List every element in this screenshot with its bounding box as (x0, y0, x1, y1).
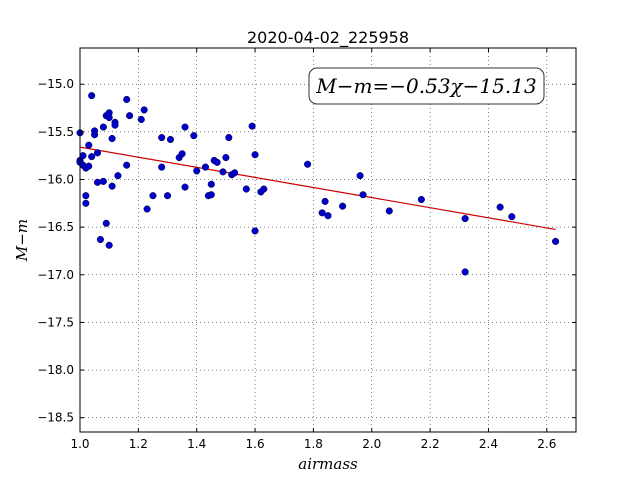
data-point (102, 219, 110, 227)
data-point (111, 121, 119, 129)
data-point (149, 192, 157, 200)
plot-area (80, 48, 576, 432)
plot-frame (79, 47, 577, 433)
data-point (166, 135, 174, 144)
x-tick-label: 2.4 (479, 437, 498, 451)
y-tick-label: −17.0 (37, 268, 74, 282)
data-point (99, 177, 107, 185)
data-point (339, 202, 347, 210)
data-point (242, 185, 250, 193)
data-point (359, 191, 367, 199)
x-tick-label: 2.6 (537, 437, 556, 451)
fit-line-layer (79, 146, 556, 231)
x-axis-label: airmass (298, 455, 358, 473)
data-point (225, 134, 233, 142)
data-point (248, 122, 256, 130)
data-point (219, 168, 227, 176)
y-tick-label: −18.0 (37, 363, 74, 377)
data-point (88, 92, 96, 100)
data-point (93, 149, 102, 157)
fit-equation-box: M−m=−0.53χ−15.13 (308, 67, 545, 105)
data-point (417, 195, 425, 204)
data-point (552, 237, 560, 245)
data-point (385, 207, 393, 215)
data-point (356, 172, 364, 180)
fit-line (79, 146, 556, 231)
x-tick-label: 1.4 (187, 437, 206, 451)
data-point (260, 185, 268, 193)
data-point (158, 163, 166, 171)
data-point (193, 167, 201, 175)
equation-box-frame (308, 67, 545, 105)
data-point (79, 152, 87, 160)
data-point (181, 123, 189, 131)
x-tick-label: 1.8 (304, 437, 323, 451)
data-points (76, 92, 560, 276)
data-point (508, 213, 516, 221)
y-tick-label: −16.0 (37, 172, 74, 186)
data-point (231, 169, 239, 177)
data-point (207, 180, 215, 188)
grid-lines (79, 48, 576, 432)
data-point (304, 160, 312, 168)
y-tick-label: −16.5 (37, 220, 74, 234)
x-tick-label: 2.2 (421, 437, 440, 451)
x-tick-label: 1.6 (246, 437, 265, 451)
data-point (114, 172, 122, 180)
data-point (158, 134, 166, 142)
data-point (324, 212, 332, 220)
x-tick-label: 1.0 (70, 437, 89, 451)
y-tick-label: −15.5 (37, 125, 74, 139)
data-point (251, 151, 259, 159)
axis-ticks: 1.0 1.2 1.4 1.6 1.8 2.0 2.2 2.4 2.6 −15.0 −15.5 −16… (37, 48, 576, 451)
data-point (91, 127, 99, 135)
data-point (82, 199, 90, 207)
data-point (105, 241, 113, 249)
data-point (213, 158, 221, 166)
data-point (163, 192, 172, 200)
data-point (85, 141, 93, 149)
data-point (108, 182, 116, 190)
data-point (85, 162, 93, 170)
fit-equation: M−m=−0.53χ−15.13 (315, 74, 536, 98)
y-tick-label: −15.0 (37, 77, 74, 91)
data-point (96, 235, 104, 244)
data-point (461, 268, 469, 276)
y-tick-label: −17.5 (37, 315, 74, 329)
data-point (201, 163, 210, 171)
x-tick-label: 1.2 (129, 437, 148, 451)
data-point (461, 215, 469, 223)
data-point (318, 209, 326, 217)
data-point (321, 197, 329, 205)
data-point (123, 95, 131, 104)
data-point (82, 192, 90, 200)
data-point (178, 150, 186, 158)
y-axis-label: M−m (13, 219, 31, 262)
data-point (105, 109, 113, 117)
y-tick-label: −18.5 (37, 411, 74, 425)
data-point (108, 134, 116, 143)
data-point (190, 132, 198, 140)
data-point (88, 153, 96, 161)
data-point (140, 106, 148, 114)
data-point (99, 123, 107, 131)
data-point (137, 115, 145, 124)
data-point (222, 154, 230, 162)
data-point (93, 178, 102, 186)
x-tick-label: 2.0 (362, 437, 381, 451)
data-point (181, 183, 189, 191)
data-point (496, 203, 504, 211)
data-point (126, 112, 134, 120)
data-point (251, 227, 259, 235)
chart-title: 2020-04-02_225958 (247, 28, 409, 48)
data-point (123, 161, 131, 169)
data-point (207, 191, 215, 199)
data-point (143, 205, 151, 213)
